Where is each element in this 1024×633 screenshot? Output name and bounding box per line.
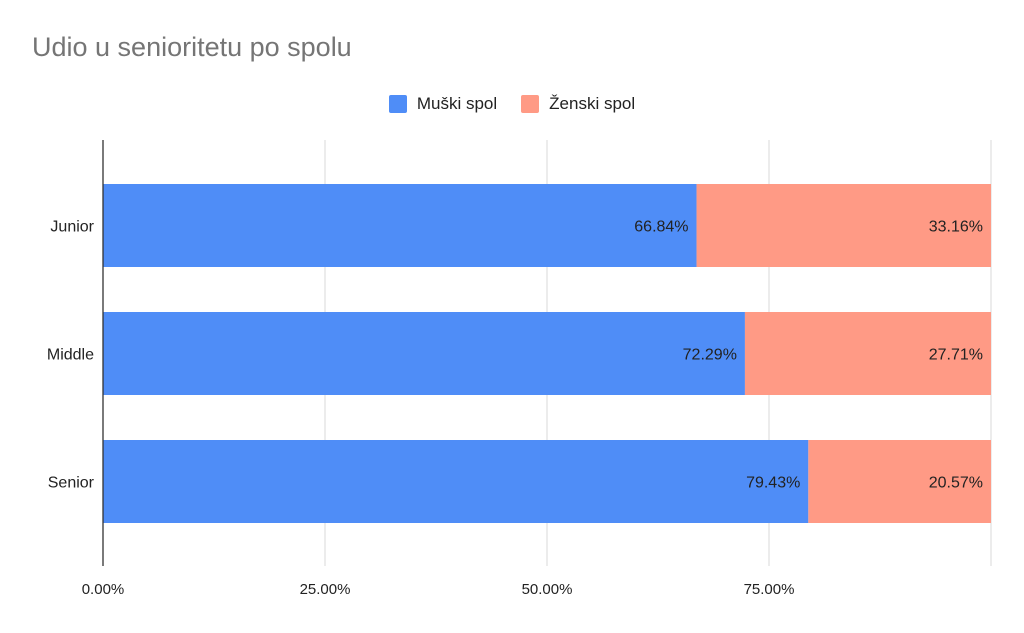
bar-female	[696, 184, 991, 267]
category-label: Middle	[47, 347, 94, 364]
data-label: 33.16%	[929, 219, 983, 236]
bar-male	[103, 440, 809, 523]
data-label: 79.43%	[746, 475, 800, 492]
bar-male	[103, 184, 697, 267]
bar-female	[808, 440, 991, 523]
legend-label-male: Muški spol	[416, 94, 498, 113]
x-tick-label: 25.00%	[300, 581, 351, 598]
legend-swatch-male	[388, 95, 407, 113]
bar-female	[744, 312, 991, 395]
legend: Muški spol Ženski spol	[0, 94, 1024, 114]
x-tick-label: 50.00%	[522, 581, 573, 598]
data-label: 27.71%	[929, 347, 983, 364]
x-tick-label: 0.00%	[82, 581, 125, 598]
data-label: 72.29%	[683, 347, 737, 364]
legend-swatch-female	[521, 95, 540, 113]
legend-item-female[interactable]: Ženski spol	[521, 94, 635, 114]
bar-male	[103, 312, 745, 395]
x-tick-label: 75.00%	[744, 581, 795, 598]
category-label: Senior	[48, 475, 95, 492]
data-label: 20.57%	[929, 475, 983, 492]
category-label: Junior	[50, 219, 94, 236]
chart-title: Udio u senioritetu po spolu	[32, 32, 352, 62]
legend-label-female: Ženski spol	[549, 94, 636, 113]
data-label: 66.84%	[634, 219, 688, 236]
legend-item-male[interactable]: Muški spol	[388, 94, 498, 114]
